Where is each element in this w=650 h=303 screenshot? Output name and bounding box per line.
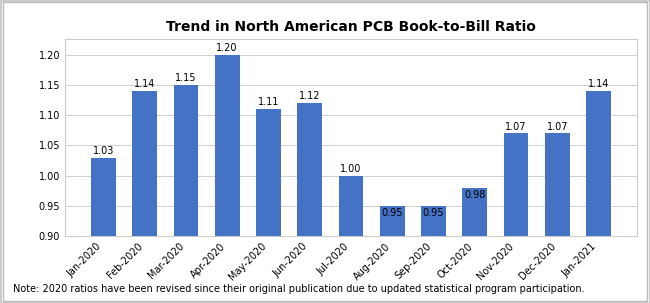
Text: 1.15: 1.15 bbox=[175, 73, 197, 83]
Text: 1.12: 1.12 bbox=[299, 91, 320, 101]
Text: 1.07: 1.07 bbox=[505, 122, 527, 132]
Text: 1.14: 1.14 bbox=[134, 79, 155, 89]
Text: 0.95: 0.95 bbox=[422, 208, 445, 218]
Bar bbox=[132, 91, 157, 236]
Text: 1.14: 1.14 bbox=[588, 79, 609, 89]
Bar bbox=[380, 206, 405, 236]
Text: 1.03: 1.03 bbox=[93, 146, 114, 156]
Bar bbox=[297, 103, 322, 236]
Bar bbox=[339, 176, 363, 236]
Text: 0.98: 0.98 bbox=[464, 190, 486, 200]
Title: Trend in North American PCB Book-to-Bill Ratio: Trend in North American PCB Book-to-Bill… bbox=[166, 20, 536, 34]
Bar bbox=[256, 109, 281, 236]
Text: Note: 2020 ratios have been revised since their original publication due to upda: Note: 2020 ratios have been revised sinc… bbox=[13, 284, 584, 294]
Text: 1.00: 1.00 bbox=[341, 164, 361, 174]
Bar bbox=[91, 158, 116, 236]
Bar bbox=[214, 55, 240, 236]
Bar bbox=[586, 91, 611, 236]
Text: 1.07: 1.07 bbox=[547, 122, 568, 132]
Bar bbox=[421, 206, 446, 236]
Text: 1.11: 1.11 bbox=[258, 97, 279, 107]
Bar bbox=[462, 188, 488, 236]
Bar bbox=[174, 85, 198, 236]
Bar bbox=[545, 133, 570, 236]
Bar bbox=[504, 133, 528, 236]
Text: 0.95: 0.95 bbox=[382, 208, 403, 218]
Text: 1.20: 1.20 bbox=[216, 43, 238, 53]
